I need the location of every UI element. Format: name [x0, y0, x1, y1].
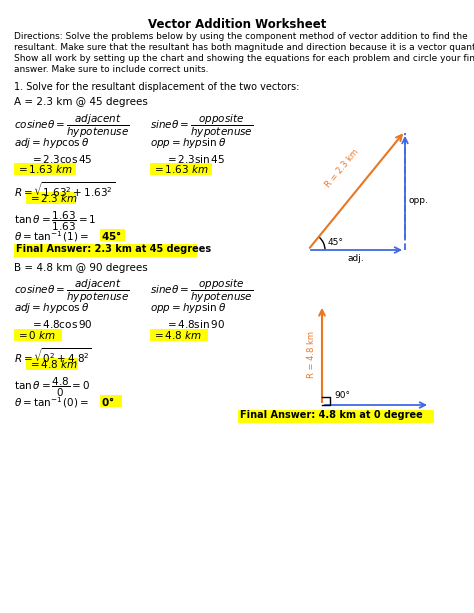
Text: Vector Addition Worksheet: Vector Addition Worksheet: [148, 18, 326, 31]
Text: $\theta = \tan^{-1}(0) = $: $\theta = \tan^{-1}(0) = $: [14, 395, 89, 410]
Text: Final Answer: 2.3 km at 45 degrees: Final Answer: 2.3 km at 45 degrees: [16, 244, 211, 254]
Bar: [26, 358, 78, 370]
Text: A = 2.3 km @ 45 degrees: A = 2.3 km @ 45 degrees: [14, 97, 148, 107]
Text: Final Answer: 4.8 km at 0 degree: Final Answer: 4.8 km at 0 degree: [240, 410, 423, 420]
Text: 1. Solve for the resultant displacement of the two vectors:: 1. Solve for the resultant displacement …: [14, 82, 300, 92]
Text: B = 4.8 km @ 90 degrees: B = 4.8 km @ 90 degrees: [14, 263, 148, 273]
Text: 45°: 45°: [328, 238, 344, 247]
Text: $\tan\theta = \dfrac{4.8}{0} = 0$: $\tan\theta = \dfrac{4.8}{0} = 0$: [14, 376, 90, 399]
Text: $\mathit{adj} = \mathit{hyp}\cos\theta$: $\mathit{adj} = \mathit{hyp}\cos\theta$: [14, 301, 89, 315]
Text: opp.: opp.: [409, 196, 429, 205]
Text: $= 4.8\sin90$: $= 4.8\sin90$: [165, 318, 225, 330]
Bar: [14, 329, 62, 341]
Text: $= 0\ km$: $= 0\ km$: [16, 329, 56, 341]
Text: $\mathbf{0°}$: $\mathbf{0°}$: [101, 395, 114, 408]
Text: $\mathit{sine}\theta = \dfrac{\mathit{opposite}}{\mathit{hypotenuse}}$: $\mathit{sine}\theta = \dfrac{\mathit{op…: [150, 113, 254, 140]
Text: Show all work by setting up the chart and showing the equations for each problem: Show all work by setting up the chart an…: [14, 54, 474, 63]
Bar: [238, 410, 434, 423]
Text: R = 4.8 km: R = 4.8 km: [308, 332, 317, 378]
Text: $\theta = \tan^{-1}(1) = $: $\theta = \tan^{-1}(1) = $: [14, 229, 89, 244]
Text: $\mathit{opp} = \mathit{hyp}\sin\theta$: $\mathit{opp} = \mathit{hyp}\sin\theta$: [150, 136, 226, 150]
Bar: [150, 329, 208, 341]
Text: 90°: 90°: [334, 391, 350, 400]
Text: answer. Make sure to include correct units.: answer. Make sure to include correct uni…: [14, 65, 209, 74]
Text: Directions: Solve the problems below by using the component method of vector add: Directions: Solve the problems below by …: [14, 32, 468, 41]
Bar: [100, 395, 122, 407]
Text: $R = \sqrt{0^2 + 4.8^2}$: $R = \sqrt{0^2 + 4.8^2}$: [14, 346, 92, 365]
Text: $= 2.3\ km$: $= 2.3\ km$: [28, 192, 78, 204]
Text: $= 2.3\cos45$: $= 2.3\cos45$: [30, 153, 93, 165]
Bar: [14, 163, 76, 175]
Text: $R = \sqrt{1.63^2 + 1.63^2}$: $R = \sqrt{1.63^2 + 1.63^2}$: [14, 180, 115, 199]
Bar: [26, 192, 76, 204]
Text: $= 4.8\ km$: $= 4.8\ km$: [152, 329, 202, 341]
Text: R = 2.3 km: R = 2.3 km: [324, 148, 361, 189]
Text: $\mathit{adj} = \mathit{hyp}\cos\theta$: $\mathit{adj} = \mathit{hyp}\cos\theta$: [14, 136, 89, 150]
Bar: [14, 244, 197, 257]
Text: $\tan\theta = \dfrac{1.63}{1.63} = 1$: $\tan\theta = \dfrac{1.63}{1.63} = 1$: [14, 210, 97, 234]
Text: $\mathit{opp} = \mathit{hyp}\sin\theta$: $\mathit{opp} = \mathit{hyp}\sin\theta$: [150, 301, 226, 315]
Bar: [150, 163, 212, 175]
Text: $\mathit{sine}\theta = \dfrac{\mathit{opposite}}{\mathit{hypotenuse}}$: $\mathit{sine}\theta = \dfrac{\mathit{op…: [150, 278, 254, 305]
Text: $\mathbf{45°}$: $\mathbf{45°}$: [101, 229, 122, 242]
Text: adj.: adj.: [347, 254, 365, 263]
Text: $= 4.8\cos90$: $= 4.8\cos90$: [30, 318, 92, 330]
Text: $\mathit{cosine}\theta = \dfrac{\mathit{adjacent}}{\mathit{hypotenuse}}$: $\mathit{cosine}\theta = \dfrac{\mathit{…: [14, 113, 129, 140]
Text: $= 2.3\sin45$: $= 2.3\sin45$: [165, 153, 225, 165]
Text: $= 1.63\ km$: $= 1.63\ km$: [16, 163, 73, 175]
Text: $= 1.63\ km$: $= 1.63\ km$: [152, 163, 209, 175]
Text: resultant. Make sure that the resultant has both magnitude and direction because: resultant. Make sure that the resultant …: [14, 43, 474, 52]
Bar: [100, 229, 125, 241]
Text: $\mathit{cosine}\theta = \dfrac{\mathit{adjacent}}{\mathit{hypotenuse}}$: $\mathit{cosine}\theta = \dfrac{\mathit{…: [14, 278, 129, 305]
Text: $= 4.8\ km$: $= 4.8\ km$: [28, 358, 78, 370]
